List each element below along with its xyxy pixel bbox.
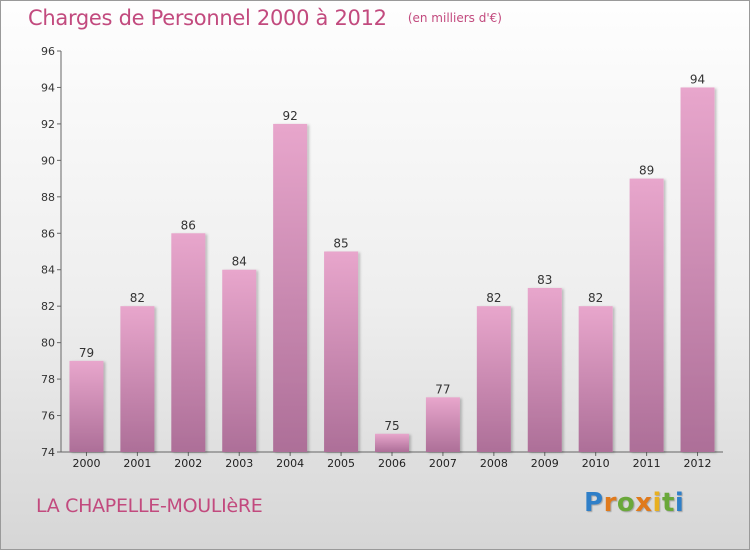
bar-2012 <box>680 87 715 453</box>
x-axis: 2000 2001 2002 2003 2004 2005 2006 2007 2008 2009… <box>61 451 723 470</box>
logo-letter: i <box>652 488 662 518</box>
x-tick-label: 2012 <box>684 457 712 470</box>
bar-2010 <box>578 306 613 452</box>
x-tick-label: 2000 <box>72 457 100 470</box>
data-label: 92 <box>283 109 298 123</box>
bar-2004 <box>273 123 308 452</box>
chart-subtitle: (en milliers d'€) <box>407 11 502 25</box>
x-tick-label: 2006 <box>378 457 406 470</box>
logo-letter: r <box>603 488 617 518</box>
x-tick-label: 2009 <box>531 457 559 470</box>
bar-2008 <box>476 306 511 452</box>
y-tick-label: 84 <box>41 264 55 277</box>
y-tick-label: 78 <box>41 373 55 386</box>
data-labels: 79 82 86 84 92 85 75 77 82 83 82 89 94 <box>79 72 705 432</box>
bar-2007 <box>425 397 460 452</box>
data-label: 75 <box>384 419 399 433</box>
x-tick-label: 2007 <box>429 457 457 470</box>
proxiti-logo: Proxiti <box>584 488 684 518</box>
logo-letter: x <box>635 488 653 518</box>
data-label: 82 <box>588 291 603 305</box>
x-tick-label: 2003 <box>225 457 253 470</box>
bar-2011 <box>629 178 664 452</box>
logo-letter: P <box>584 488 604 518</box>
y-tick-label: 86 <box>41 227 55 240</box>
y-tick-label: 74 <box>41 446 55 459</box>
x-tick-label: 2008 <box>480 457 508 470</box>
y-axis: 74 76 78 80 82 84 86 88 90 92 94 96 <box>41 45 62 459</box>
y-tick-label: 90 <box>41 154 55 167</box>
chart-title: Charges de Personnel 2000 à 2012 <box>28 6 387 30</box>
x-tick-label: 2001 <box>123 457 151 470</box>
y-tick-label: 88 <box>41 191 55 204</box>
data-label: 83 <box>537 273 552 287</box>
data-label: 84 <box>232 255 247 269</box>
data-label: 89 <box>639 164 654 178</box>
x-tick-label: 2010 <box>582 457 610 470</box>
bar-2003 <box>222 269 257 452</box>
data-label: 77 <box>435 382 450 396</box>
y-tick-label: 96 <box>41 45 55 58</box>
data-label: 94 <box>690 72 705 86</box>
x-tick-label: 2002 <box>174 457 202 470</box>
bar-2009 <box>527 287 562 452</box>
data-label: 79 <box>79 346 94 360</box>
y-tick-label: 76 <box>41 410 55 423</box>
data-label: 86 <box>181 218 196 232</box>
logo-letter: i <box>674 488 685 518</box>
commune-name: LA CHAPELLE-MOULIèRE <box>36 495 263 517</box>
logo-letter: o <box>616 488 636 518</box>
bar-2000 <box>69 360 104 452</box>
data-label: 82 <box>486 291 501 305</box>
x-tick-label: 2011 <box>633 457 661 470</box>
y-tick-label: 80 <box>41 337 55 350</box>
bars <box>69 87 715 453</box>
data-label: 82 <box>130 291 145 305</box>
bar-2005 <box>324 251 359 452</box>
bar-2006 <box>375 433 409 452</box>
y-tick-label: 92 <box>41 118 55 131</box>
y-tick-label: 82 <box>41 300 55 313</box>
logo-letter: t <box>661 488 675 518</box>
bar-2002 <box>171 233 206 452</box>
data-label: 85 <box>333 237 348 251</box>
x-tick-label: 2005 <box>327 457 355 470</box>
title-row: Charges de Personnel 2000 à 2012 (en mil… <box>28 6 502 30</box>
bar-2001 <box>120 306 155 452</box>
x-tick-label: 2004 <box>276 457 304 470</box>
y-tick-label: 94 <box>41 81 55 94</box>
